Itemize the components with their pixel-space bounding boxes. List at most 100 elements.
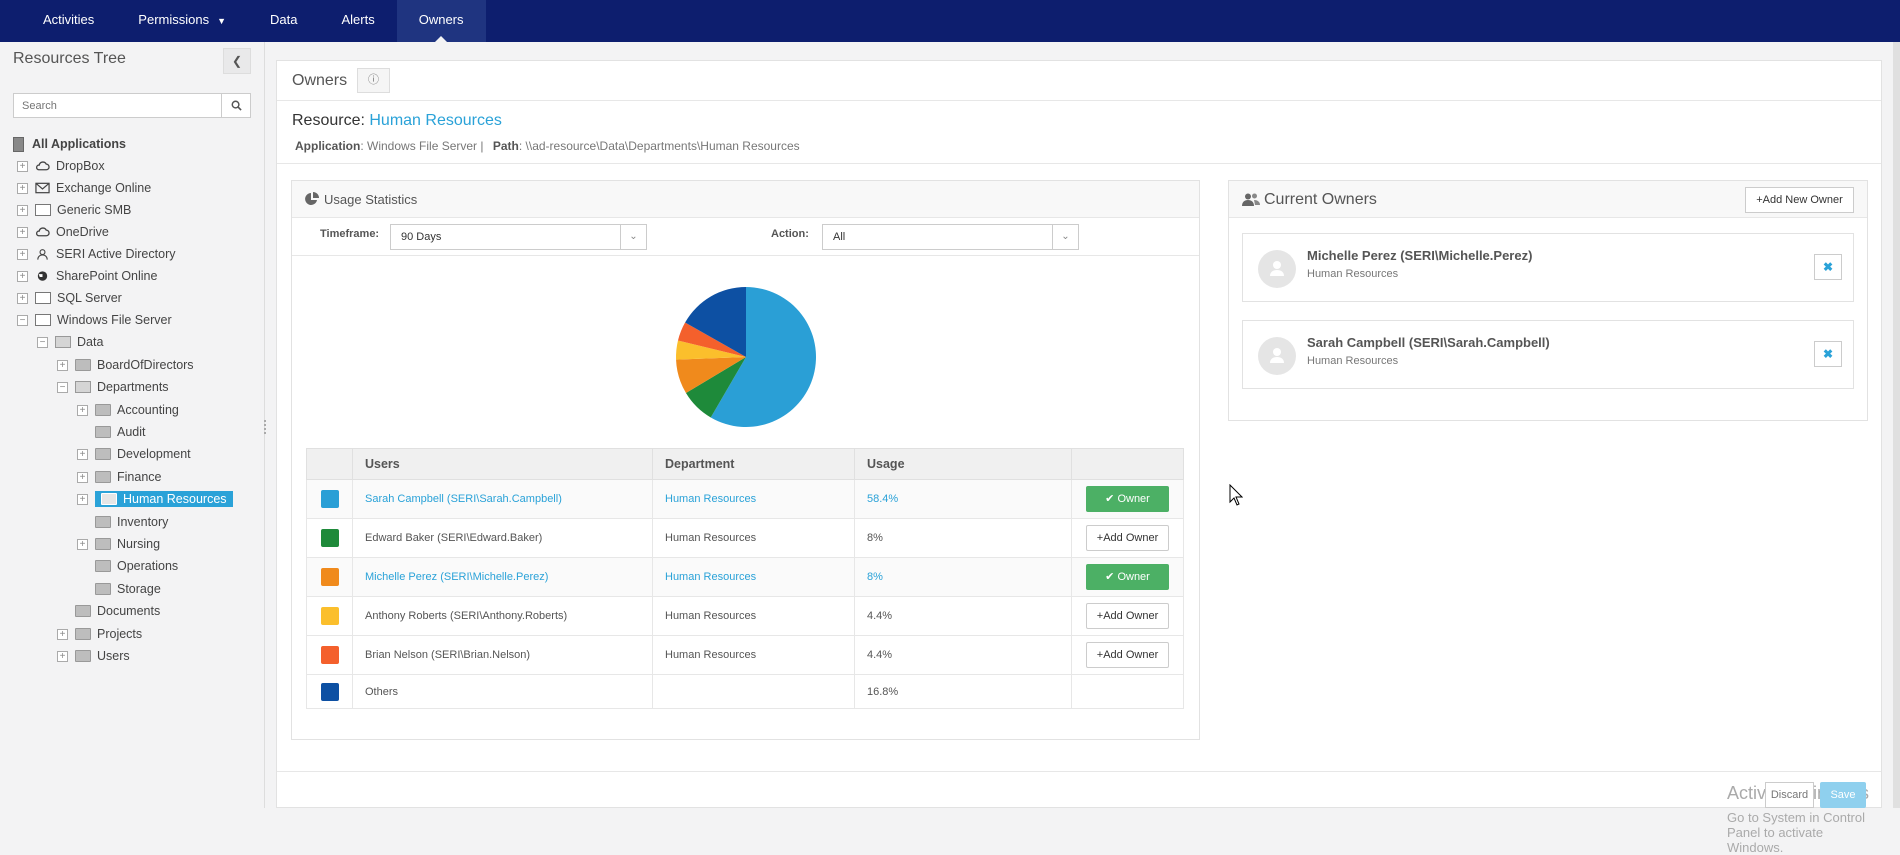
pie-slice[interactable] [676,357,746,394]
search-button[interactable] [222,93,251,118]
tree-item-documents[interactable]: Documents [75,601,160,621]
add-new-owner-button[interactable]: +Add New Owner [1745,187,1854,213]
color-swatch [321,568,339,586]
expand-icon[interactable]: + [77,448,88,460]
expand-icon[interactable]: + [57,628,68,640]
tree-item-seri-active-directory[interactable]: + SERI Active Directory [17,244,175,264]
tree-item-boardofdirectors[interactable]: + BoardOfDirectors [57,355,194,375]
tree-item-windows-file-server[interactable]: − Windows File Server [17,310,172,330]
nav-alerts[interactable]: Alerts [341,12,375,27]
collapse-icon[interactable]: − [37,336,48,348]
pie-slice[interactable] [710,287,816,427]
expand-icon[interactable]: + [17,182,28,194]
tree-item-data[interactable]: − Data [37,332,103,352]
expand-icon[interactable]: + [77,493,88,505]
tree-item-accounting[interactable]: + Accounting [77,400,179,420]
table-row[interactable]: Brian Nelson (SERI\Brian.Nelson) Human R… [306,635,1184,675]
tree-item-onedrive[interactable]: + OneDrive [17,222,109,242]
collapse-icon[interactable]: − [17,314,28,326]
table-row[interactable]: Others 16.8% [306,674,1184,709]
expand-icon[interactable]: + [77,538,88,550]
expand-icon[interactable]: + [57,359,68,371]
sidebar-resize-handle[interactable] [264,420,268,434]
pie-slice[interactable] [677,322,746,357]
tree-item-users[interactable]: + Users [57,646,130,666]
table-row[interactable]: Anthony Roberts (SERI\Anthony.Roberts) H… [306,596,1184,636]
collapse-sidebar-button[interactable]: ❮ [223,48,251,74]
pie-slice[interactable] [685,357,746,418]
expand-icon[interactable]: + [17,292,28,304]
tree-search-input[interactable] [13,93,222,118]
owner-button[interactable]: ✔ Owner [1086,564,1169,590]
footer-divider [277,771,1881,772]
info-button[interactable]: ⓘ [357,68,390,93]
usage-statistics-panel: Usage Statistics Timeframe: 90 Days ⌄ Ac… [291,180,1200,740]
remove-owner-button[interactable]: ✖ [1814,254,1842,280]
owner-button[interactable]: ✔ Owner [1086,486,1169,512]
users-column-header[interactable]: Users [352,448,653,480]
expand-icon[interactable]: + [77,404,88,416]
tree-item-exchange-online[interactable]: + Exchange Online [17,178,151,198]
remove-owner-button[interactable]: ✖ [1814,341,1842,367]
department-column-header[interactable]: Department [652,448,855,480]
action-select[interactable]: All ⌄ [822,224,1079,250]
owner-name: Michelle Perez (SERI\Michelle.Perez) [1307,248,1533,263]
expand-icon[interactable]: + [17,204,28,216]
timeframe-select[interactable]: 90 Days ⌄ [390,224,647,250]
tree-item-projects[interactable]: + Projects [57,624,142,644]
pie-slice[interactable] [676,340,746,360]
save-button[interactable]: Save [1820,782,1866,808]
color-swatch [321,529,339,547]
pie-slice[interactable] [685,287,746,357]
expand-icon[interactable]: + [57,650,68,662]
plus-icon: + [1096,532,1104,544]
tree-item-nursing[interactable]: + Nursing [77,534,160,554]
search-icon [231,100,242,111]
tree-item-dropbox[interactable]: + DropBox [17,156,105,176]
color-swatch [321,490,339,508]
tree-item-development[interactable]: + Development [77,444,191,464]
tree-item-storage[interactable]: Storage [95,579,161,599]
usage-column-header[interactable]: Usage [854,448,1072,480]
tree-item-all-applications[interactable]: All Applications [13,134,126,154]
page-scrollbar[interactable] [1893,42,1900,808]
tree-item-sharepoint-online[interactable]: + SharePoint Online [17,266,157,286]
nav-permissions[interactable]: Permissions ▼ [116,0,248,42]
color-column-header [306,448,353,480]
divider [277,163,1881,164]
top-navigation: Activities Permissions ▼ Data Alerts Owne… [0,0,1900,42]
tree-item-departments[interactable]: − Departments [57,377,169,397]
expand-icon[interactable]: + [17,270,28,282]
tree-item-human-resources[interactable]: + Human Resources [77,489,233,509]
action-cell: +Add Owner [1071,635,1184,675]
nav-activities[interactable]: Activities [43,12,95,27]
table-row[interactable]: Sarah Campbell (SERI\Sarah.Campbell) Hum… [306,479,1184,519]
tree-item-operations[interactable]: Operations [95,556,178,576]
discard-button[interactable]: Discard [1765,782,1814,808]
nav-owners[interactable]: Owners [396,0,486,42]
folder-icon [101,493,117,505]
expand-icon[interactable]: + [77,471,88,483]
add-owner-button[interactable]: +Add Owner [1086,642,1169,668]
table-row[interactable]: Michelle Perez (SERI\Michelle.Perez) Hum… [306,557,1184,597]
tree-item-finance[interactable]: + Finance [77,467,161,487]
table-row[interactable]: Edward Baker (SERI\Edward.Baker) Human R… [306,518,1184,558]
tree-item-sql-server[interactable]: + SQL Server [17,288,122,308]
folder-icon [95,583,111,595]
tree-item-generic-smb[interactable]: + Generic SMB [17,200,131,220]
expand-icon[interactable]: + [17,160,28,172]
collapse-icon[interactable]: − [57,381,68,393]
timeframe-value: 90 Days [401,231,442,243]
tree-item-audit[interactable]: Audit [95,422,146,442]
tree-item-inventory[interactable]: Inventory [95,512,168,532]
add-owner-button[interactable]: +Add Owner [1086,525,1169,551]
user-cell: Michelle Perez (SERI\Michelle.Perez) [352,557,653,597]
expand-icon[interactable]: + [17,226,28,238]
action-cell: +Add Owner [1071,596,1184,636]
user-cell: Edward Baker (SERI\Edward.Baker) [352,518,653,558]
add-owner-button[interactable]: +Add Owner [1086,603,1169,629]
users-icon [1242,193,1260,206]
nav-data[interactable]: Data [270,12,298,27]
expand-icon[interactable]: + [17,248,28,260]
usage-cell: 8% [854,518,1072,558]
